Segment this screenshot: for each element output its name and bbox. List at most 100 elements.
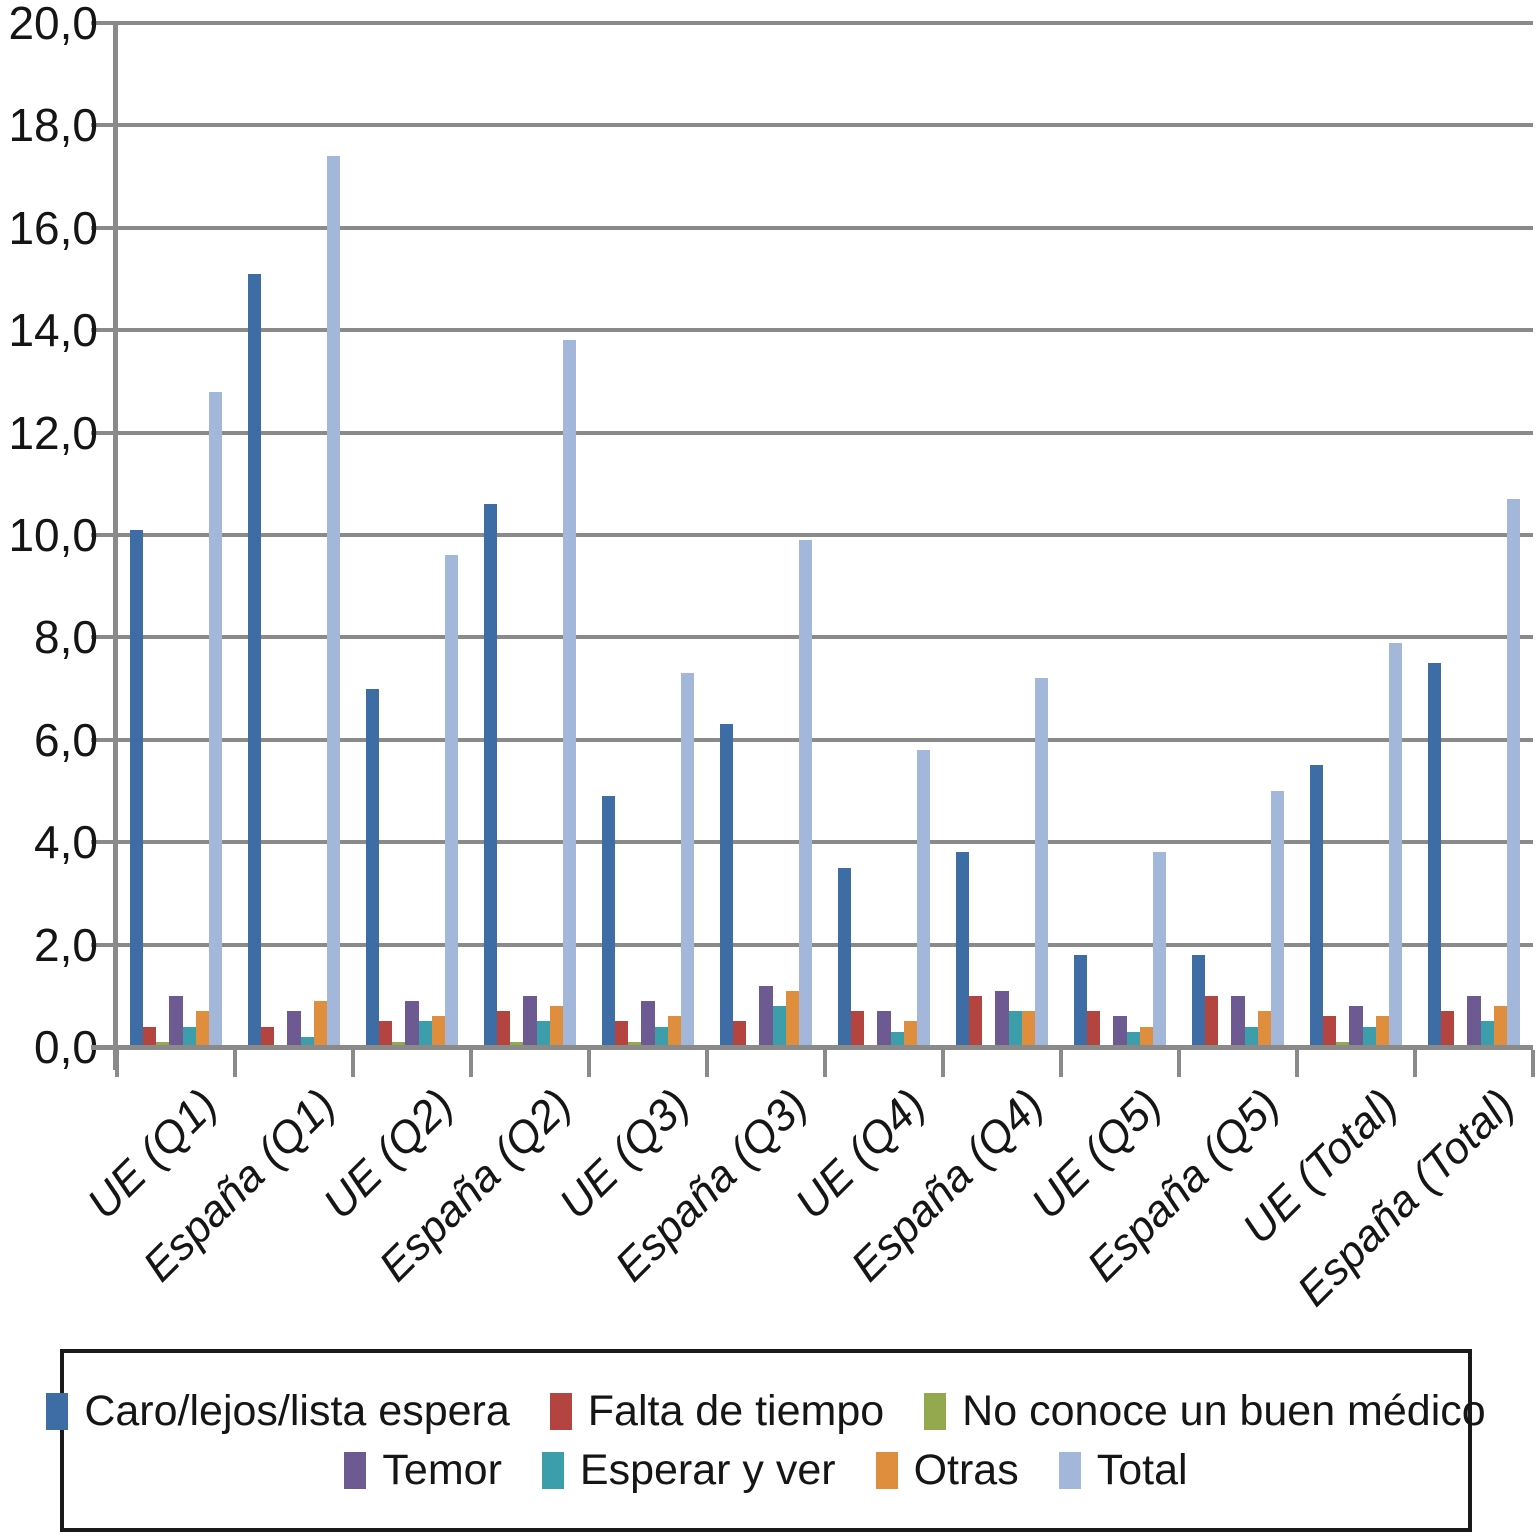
bar-total [326,156,340,1047]
bar-temor [287,1011,301,1047]
legend-label: Total [1096,1445,1188,1494]
legend-swatch-icon [1058,1451,1081,1489]
bar-caro-lejos-lista-espera [484,504,498,1047]
x-axis-tick [1413,1050,1417,1077]
bar-temor [641,1000,655,1047]
bar-group [117,23,235,1047]
bar-falta-de-tiempo [1205,995,1219,1047]
gridline [117,430,1533,435]
bar-group [707,23,825,1047]
bar-falta-de-tiempo [1323,1016,1337,1047]
bar-falta-de-tiempo [1087,1011,1101,1047]
y-axis-tick-label: 10,0 [8,509,98,561]
bar-no-conoce-un-buen-m-dico [628,1041,642,1047]
y-axis-tick [91,21,117,25]
y-axis-tick-label: 16,0 [8,201,98,254]
bar-total [1152,852,1166,1047]
bar-total [680,673,694,1047]
bar-otras [195,1011,209,1047]
x-axis-category-label: España (Total) [1288,1079,1525,1316]
bar-caro-lejos-lista-espera [956,852,970,1047]
x-axis-tick [233,1050,237,1077]
y-axis-line [113,23,118,1070]
legend-label: Esperar y ver [579,1445,836,1494]
gridline [117,635,1533,640]
bar-esperar-y-ver [418,1021,432,1047]
legend-item: Temor [344,1445,502,1494]
y-axis-tick-label: 20,0 [8,0,98,49]
bar-otras [667,1016,681,1047]
bar-group [1297,23,1415,1047]
legend-item: Esperar y ver [541,1445,836,1494]
legend-swatch-icon [46,1392,69,1430]
bar-temor [759,985,773,1047]
bar-falta-de-tiempo [379,1021,393,1047]
bar-esperar-y-ver [772,1006,786,1047]
legend-label: Temor [382,1445,502,1494]
x-axis-line [91,1045,1533,1050]
gridline [117,328,1533,333]
bar-esperar-y-ver [890,1031,904,1047]
bar-caro-lejos-lista-espera [1074,954,1088,1047]
x-axis-tick [1059,1050,1063,1077]
x-axis-tick [941,1050,945,1077]
bar-group [1415,23,1533,1047]
bar-caro-lejos-lista-espera [130,529,144,1047]
bar-total [916,750,930,1047]
legend-label: No conoce un buen médico [962,1386,1486,1435]
bar-temor [1231,995,1245,1047]
bar-otras [1257,1011,1271,1047]
gridline [117,942,1533,947]
legend-swatch-icon [924,1392,947,1430]
y-axis-tick-label: 6,0 [34,713,98,766]
bar-group [589,23,707,1047]
legend-label: Caro/lejos/lista espera [84,1386,510,1435]
x-axis-tick [1295,1050,1299,1077]
y-axis-tick-label: 12,0 [8,406,98,459]
bar-caro-lejos-lista-espera [1192,954,1206,1047]
bar-total [798,540,812,1047]
legend-swatch-icon [344,1451,367,1489]
bar-esperar-y-ver [182,1026,196,1047]
bar-total [444,555,458,1047]
bar-total [208,391,222,1047]
bar-otras [1493,1006,1507,1047]
bar-otras [903,1021,917,1047]
bar-falta-de-tiempo [733,1021,747,1047]
bar-group [825,23,943,1047]
bar-group [943,23,1061,1047]
x-axis-tick [587,1050,591,1077]
bar-otras [431,1016,445,1047]
bar-caro-lejos-lista-espera [720,724,734,1047]
bar-group [353,23,471,1047]
gridline [117,123,1533,128]
legend-label: Otras [913,1445,1019,1494]
gridline [117,21,1533,25]
bar-esperar-y-ver [1126,1031,1140,1047]
bar-total [1388,642,1402,1047]
bar-otras [1139,1026,1153,1047]
gridline [117,533,1533,537]
legend-item: Caro/lejos/lista espera [46,1386,510,1435]
x-axis-tick [115,1050,119,1077]
bar-otras [785,990,799,1047]
bar-caro-lejos-lista-espera [366,688,380,1047]
bar-no-conoce-un-buen-m-dico [156,1041,170,1047]
bar-esperar-y-ver [654,1026,668,1047]
y-axis-tick-label: 0,0 [34,1021,98,1073]
bar-total [1270,791,1284,1047]
bar-esperar-y-ver [1008,1011,1022,1047]
bar-temor [1467,995,1481,1047]
y-axis-tick [91,123,117,128]
legend-row: Caro/lejos/lista espera Falta de tiempo No… [46,1389,1486,1433]
bar-no-conoce-un-buen-m-dico [1336,1041,1350,1047]
bar-temor [1349,1006,1363,1047]
y-axis-tick-label: 8,0 [34,611,98,664]
bar-otras [1375,1016,1389,1047]
bar-esperar-y-ver [300,1036,314,1047]
bar-no-conoce-un-buen-m-dico [510,1041,524,1047]
bar-falta-de-tiempo [851,1011,865,1047]
legend-swatch-icon [541,1451,564,1489]
bar-temor [523,995,537,1047]
